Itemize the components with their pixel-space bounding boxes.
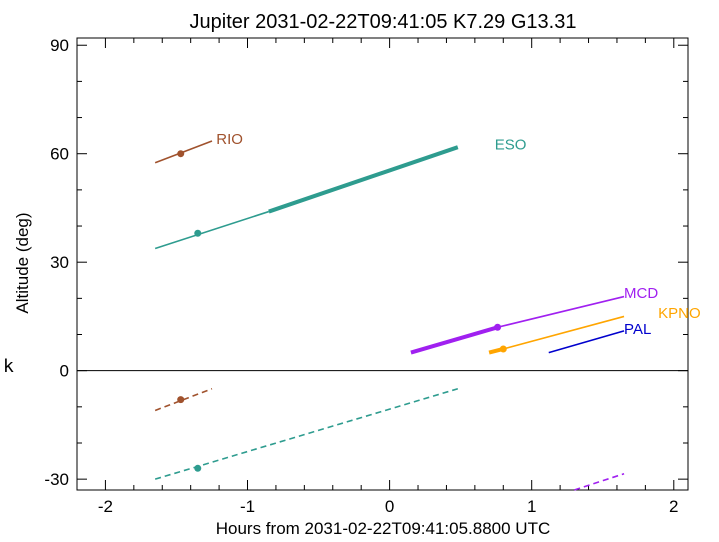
plot-frame xyxy=(76,37,689,491)
series-kpno-label: KPNO xyxy=(658,305,701,322)
marker-eso xyxy=(194,229,202,237)
x-tick-label: 2 xyxy=(669,497,678,516)
y-tick-label: 0 xyxy=(60,362,69,381)
x-tick-label: 0 xyxy=(385,497,394,516)
marker-eso-below xyxy=(194,464,202,472)
series-mcd-below-horizon xyxy=(574,472,625,491)
y-tick-label: 60 xyxy=(50,145,69,164)
series-rio-label: RIO xyxy=(216,131,243,148)
marker-rio xyxy=(177,150,185,158)
series-pal-label: PAL xyxy=(624,321,651,338)
series-mcd-line xyxy=(497,295,625,329)
series-eso-label: ESO xyxy=(495,137,527,154)
y-tick-label: -30 xyxy=(44,470,69,489)
x-tick-label: -2 xyxy=(98,497,113,516)
series-eso-below-horizon xyxy=(154,387,459,480)
x-tick-label: -1 xyxy=(240,497,255,516)
x-tick-label: 1 xyxy=(527,497,536,516)
chart-title: Jupiter 2031-02-22T09:41:05 K7.29 G13.31 xyxy=(190,11,577,33)
y-tick-label: 90 xyxy=(50,36,69,55)
marker-rio-below xyxy=(177,396,185,404)
series-mcd-night xyxy=(410,325,499,355)
y-axis-label: Altitude (deg) xyxy=(13,212,32,313)
series-eso-line xyxy=(154,210,270,250)
stray-label: k xyxy=(3,356,14,377)
series-mcd-label: MCD xyxy=(624,285,658,302)
marker-kpno xyxy=(499,345,507,353)
series-kpno-line xyxy=(503,315,625,350)
series-pal-line xyxy=(548,330,625,354)
series-eso-night xyxy=(268,145,459,214)
y-tick-label: 30 xyxy=(50,253,69,272)
x-axis-label: Hours from 2031-02-22T09:41:05.8800 UTC xyxy=(216,519,551,538)
marker-mcd xyxy=(494,323,502,331)
